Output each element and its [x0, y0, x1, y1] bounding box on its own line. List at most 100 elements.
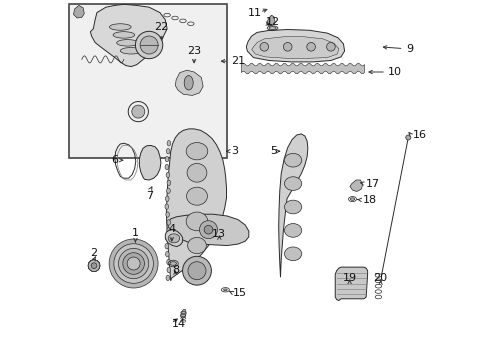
Ellipse shape: [268, 27, 276, 30]
Ellipse shape: [170, 262, 176, 265]
Ellipse shape: [164, 204, 168, 210]
Polygon shape: [278, 134, 307, 277]
Ellipse shape: [166, 149, 170, 154]
Circle shape: [405, 135, 410, 140]
Text: 18: 18: [362, 195, 376, 205]
Ellipse shape: [186, 143, 207, 160]
Ellipse shape: [165, 157, 168, 162]
Bar: [69, 4, 227, 158]
Ellipse shape: [184, 76, 193, 90]
Circle shape: [199, 221, 217, 239]
Text: 12: 12: [265, 17, 279, 27]
Ellipse shape: [167, 180, 170, 186]
Circle shape: [122, 253, 144, 274]
Polygon shape: [166, 129, 226, 281]
Ellipse shape: [109, 24, 131, 30]
Circle shape: [182, 256, 211, 285]
Ellipse shape: [165, 196, 169, 202]
Text: 19: 19: [342, 273, 356, 283]
Ellipse shape: [349, 198, 354, 200]
Text: 8: 8: [171, 265, 179, 275]
Circle shape: [260, 42, 268, 51]
Circle shape: [114, 244, 153, 283]
Circle shape: [88, 260, 100, 271]
Text: 21: 21: [230, 56, 244, 66]
Ellipse shape: [165, 164, 168, 170]
Ellipse shape: [166, 188, 170, 194]
Ellipse shape: [117, 40, 138, 46]
Circle shape: [187, 262, 205, 280]
Ellipse shape: [186, 187, 207, 205]
Text: 22: 22: [154, 22, 168, 32]
Circle shape: [140, 36, 158, 54]
Text: 9: 9: [405, 44, 412, 54]
Ellipse shape: [168, 234, 179, 243]
Polygon shape: [266, 15, 275, 26]
Text: 1: 1: [132, 228, 139, 238]
Circle shape: [204, 225, 212, 234]
Ellipse shape: [284, 247, 301, 261]
Ellipse shape: [166, 275, 169, 281]
Ellipse shape: [166, 172, 169, 177]
Ellipse shape: [187, 238, 206, 253]
Text: 2: 2: [90, 248, 98, 258]
Text: 10: 10: [387, 67, 401, 77]
Ellipse shape: [223, 289, 227, 291]
Text: 4: 4: [168, 224, 175, 234]
Text: 15: 15: [232, 288, 246, 298]
Text: 7: 7: [146, 191, 153, 201]
Text: 23: 23: [186, 46, 201, 56]
Circle shape: [88, 260, 100, 271]
Ellipse shape: [284, 224, 301, 237]
Circle shape: [109, 239, 158, 288]
Polygon shape: [73, 5, 84, 18]
Ellipse shape: [165, 251, 169, 257]
Ellipse shape: [186, 212, 207, 231]
Circle shape: [132, 105, 144, 118]
Polygon shape: [349, 180, 362, 192]
Ellipse shape: [167, 140, 170, 146]
Circle shape: [88, 260, 100, 271]
Ellipse shape: [120, 48, 142, 54]
Polygon shape: [139, 145, 161, 180]
Ellipse shape: [187, 163, 206, 182]
Circle shape: [127, 257, 140, 270]
Circle shape: [91, 263, 97, 269]
Ellipse shape: [166, 228, 170, 233]
Polygon shape: [335, 267, 367, 301]
Text: 20: 20: [373, 273, 387, 283]
Ellipse shape: [284, 200, 301, 214]
Text: 14: 14: [171, 319, 185, 329]
Text: 17: 17: [366, 179, 380, 189]
Ellipse shape: [165, 236, 169, 241]
Text: 16: 16: [412, 130, 426, 140]
Circle shape: [88, 260, 100, 271]
Circle shape: [135, 31, 163, 59]
Polygon shape: [251, 37, 338, 58]
Polygon shape: [180, 310, 186, 319]
Circle shape: [118, 248, 148, 279]
Ellipse shape: [284, 177, 301, 190]
Circle shape: [88, 260, 100, 271]
Circle shape: [306, 42, 315, 51]
Text: 3: 3: [231, 146, 238, 156]
Ellipse shape: [166, 220, 170, 225]
Ellipse shape: [164, 243, 168, 249]
Ellipse shape: [165, 212, 169, 217]
Text: 13: 13: [212, 229, 226, 239]
Polygon shape: [246, 30, 344, 62]
Ellipse shape: [113, 32, 134, 38]
Polygon shape: [175, 70, 203, 95]
Ellipse shape: [167, 267, 170, 273]
Ellipse shape: [166, 259, 170, 265]
Circle shape: [88, 260, 100, 271]
Polygon shape: [90, 4, 167, 67]
Text: 11: 11: [248, 8, 262, 18]
Text: 6: 6: [111, 155, 118, 165]
Polygon shape: [168, 214, 248, 246]
Text: 5: 5: [270, 146, 277, 156]
Polygon shape: [165, 230, 182, 247]
Circle shape: [326, 42, 335, 51]
Ellipse shape: [284, 153, 301, 167]
Circle shape: [283, 42, 291, 51]
